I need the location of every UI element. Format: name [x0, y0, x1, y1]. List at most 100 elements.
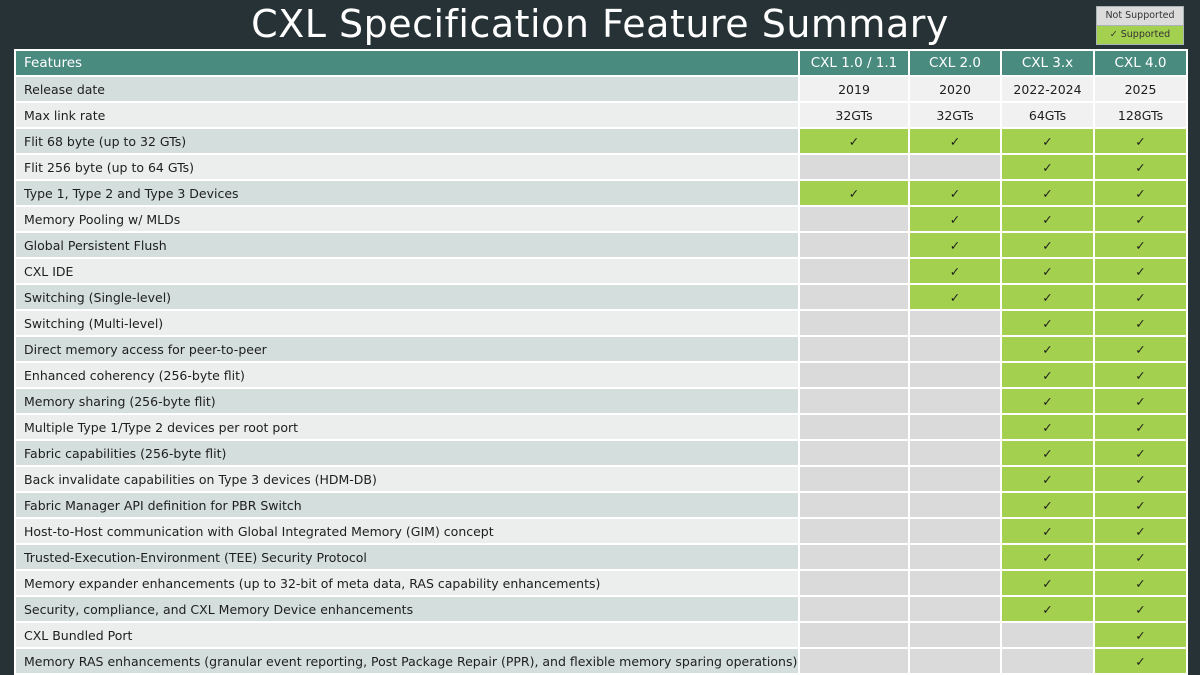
supported-check-icon: ✓	[1000, 543, 1095, 571]
not-supported-cell	[798, 491, 910, 519]
supported-check-icon: ✓	[908, 231, 1002, 259]
supported-check-icon: ✓	[1093, 257, 1188, 285]
supported-check-icon: ✓	[1093, 127, 1188, 155]
not-supported-cell	[908, 335, 1002, 363]
feature-label: Flit 256 byte (up to 64 GTs)	[14, 153, 800, 181]
not-supported-cell	[908, 517, 1002, 545]
not-supported-cell	[908, 647, 1002, 675]
table-header-row: Features CXL 1.0 / 1.1 CXL 2.0 CXL 3.x C…	[14, 49, 1188, 77]
supported-check-icon: ✓	[908, 205, 1002, 233]
feature-label: Multiple Type 1/Type 2 devices per root …	[14, 413, 800, 441]
table-row: Type 1, Type 2 and Type 3 Devices ✓ ✓ ✓ ✓	[14, 179, 1188, 207]
supported-check-icon: ✓	[1000, 439, 1095, 467]
table-row: Back invalidate capabilities on Type 3 d…	[14, 465, 1188, 493]
info-value: 2025	[1093, 75, 1188, 103]
table-row: Host-to-Host communication with Global I…	[14, 517, 1188, 545]
column-header-cxl-3-x: CXL 3.x	[1000, 49, 1095, 77]
supported-check-icon: ✓	[1093, 647, 1188, 675]
not-supported-cell	[908, 491, 1002, 519]
column-header-cxl-2-0: CXL 2.0	[908, 49, 1002, 77]
not-supported-cell	[798, 361, 910, 389]
legend: Not Supported ✓ Supported	[1096, 6, 1184, 45]
table-body: Release date 2019 2020 2022-2024 2025 Max lin…	[14, 75, 1188, 675]
supported-check-icon: ✓	[1000, 179, 1095, 207]
not-supported-cell	[908, 595, 1002, 623]
supported-check-icon: ✓	[1000, 491, 1095, 519]
feature-label: Switching (Single-level)	[14, 283, 800, 311]
table-row: Flit 256 byte (up to 64 GTs) ✓ ✓	[14, 153, 1188, 181]
supported-check-icon: ✓	[908, 257, 1002, 285]
supported-check-icon: ✓	[1093, 309, 1188, 337]
supported-check-icon: ✓	[1000, 205, 1095, 233]
supported-check-icon: ✓	[1093, 439, 1188, 467]
feature-label: Switching (Multi-level)	[14, 309, 800, 337]
supported-check-icon: ✓	[1093, 595, 1188, 623]
not-supported-cell	[798, 231, 910, 259]
feature-label: Back invalidate capabilities on Type 3 d…	[14, 465, 800, 493]
not-supported-cell	[798, 283, 910, 311]
column-header-cxl-1-0: CXL 1.0 / 1.1	[798, 49, 910, 77]
not-supported-cell	[1000, 621, 1095, 649]
info-value: 32GTs	[908, 101, 1002, 129]
table-row: Direct memory access for peer-to-peer ✓ ✓	[14, 335, 1188, 363]
feature-label: Type 1, Type 2 and Type 3 Devices	[14, 179, 800, 207]
feature-label: Enhanced coherency (256-byte flit)	[14, 361, 800, 389]
supported-check-icon: ✓	[1000, 569, 1095, 597]
not-supported-cell	[798, 465, 910, 493]
not-supported-cell	[908, 153, 1002, 181]
not-supported-cell	[908, 439, 1002, 467]
info-row: Release date 2019 2020 2022-2024 2025	[14, 75, 1188, 103]
table-row: Multiple Type 1/Type 2 devices per root …	[14, 413, 1188, 441]
feature-label: CXL Bundled Port	[14, 621, 800, 649]
legend-not-supported: Not Supported	[1097, 7, 1183, 26]
supported-check-icon: ✓	[1093, 569, 1188, 597]
not-supported-cell	[1000, 647, 1095, 675]
supported-check-icon: ✓	[1093, 231, 1188, 259]
not-supported-cell	[798, 335, 910, 363]
supported-check-icon: ✓	[1000, 283, 1095, 311]
feature-label: Direct memory access for peer-to-peer	[14, 335, 800, 363]
not-supported-cell	[798, 595, 910, 623]
supported-check-icon: ✓	[1000, 361, 1095, 389]
supported-check-icon: ✓	[1000, 335, 1095, 363]
supported-check-icon: ✓	[1000, 127, 1095, 155]
supported-check-icon: ✓	[1000, 387, 1095, 415]
not-supported-cell	[908, 465, 1002, 493]
supported-check-icon: ✓	[1093, 465, 1188, 493]
table-row: Memory sharing (256-byte flit) ✓ ✓	[14, 387, 1188, 415]
feature-label: Trusted-Execution-Environment (TEE) Secu…	[14, 543, 800, 571]
supported-check-icon: ✓	[1093, 621, 1188, 649]
not-supported-cell	[908, 413, 1002, 441]
not-supported-cell	[908, 309, 1002, 337]
legend-supported: ✓ Supported	[1097, 26, 1183, 44]
column-header-features: Features	[14, 49, 800, 77]
table-row: CXL Bundled Port ✓	[14, 621, 1188, 649]
feature-label: Memory Pooling w/ MLDs	[14, 205, 800, 233]
not-supported-cell	[798, 543, 910, 571]
table-row: Security, compliance, and CXL Memory Dev…	[14, 595, 1188, 623]
table-row: Enhanced coherency (256-byte flit) ✓ ✓	[14, 361, 1188, 389]
table-row: Global Persistent Flush ✓ ✓ ✓	[14, 231, 1188, 259]
supported-check-icon: ✓	[1000, 257, 1095, 285]
table-row: Flit 68 byte (up to 32 GTs) ✓ ✓ ✓ ✓	[14, 127, 1188, 155]
supported-check-icon: ✓	[1000, 231, 1095, 259]
info-value: 64GTs	[1000, 101, 1095, 129]
not-supported-cell	[798, 387, 910, 415]
not-supported-cell	[798, 517, 910, 545]
not-supported-cell	[798, 413, 910, 441]
supported-check-icon: ✓	[908, 179, 1002, 207]
feature-label: Flit 68 byte (up to 32 GTs)	[14, 127, 800, 155]
info-value: 32GTs	[798, 101, 910, 129]
info-value: 128GTs	[1093, 101, 1188, 129]
not-supported-cell	[798, 621, 910, 649]
not-supported-cell	[798, 153, 910, 181]
not-supported-cell	[908, 361, 1002, 389]
info-value: 2022-2024	[1000, 75, 1095, 103]
info-value: 2020	[908, 75, 1002, 103]
supported-check-icon: ✓	[908, 283, 1002, 311]
not-supported-cell	[798, 257, 910, 285]
feature-label: Memory RAS enhancements (granular event …	[14, 647, 800, 675]
supported-check-icon: ✓	[1000, 309, 1095, 337]
not-supported-cell	[908, 543, 1002, 571]
feature-label: Security, compliance, and CXL Memory Dev…	[14, 595, 800, 623]
